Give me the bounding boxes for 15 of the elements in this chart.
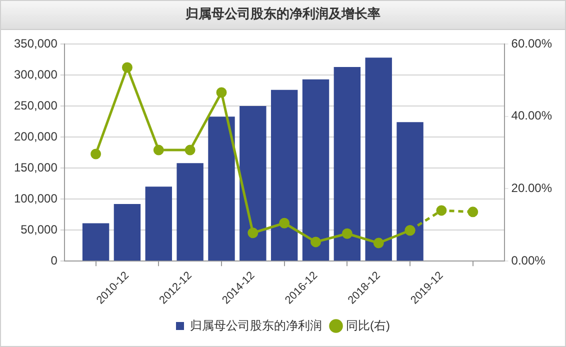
y-tick-label: 250,000 (14, 98, 58, 112)
y2-tick-label: 0.00% (511, 253, 546, 268)
legend-label: 同比(右) (346, 318, 390, 332)
y-tick-label: 150,000 (14, 160, 58, 174)
y2-tick-label: 40.00% (511, 108, 552, 123)
y-tick-label: 200,000 (14, 129, 58, 144)
y2-tick-label: 60.00% (511, 36, 552, 50)
y-tick-label: 50,000 (20, 222, 58, 236)
y-tick-label: 100,000 (14, 191, 58, 206)
y-tick-label: 300,000 (14, 67, 58, 82)
y2-tick-label: 20.00% (511, 181, 552, 196)
chart-title: 归属母公司股东的净利润及增长率 (1, 1, 565, 30)
y-tick-label: 0 (50, 253, 58, 268)
legend-label: 归属母公司股东的净利润 (190, 318, 322, 332)
y-tick-label: 350,000 (14, 36, 58, 50)
